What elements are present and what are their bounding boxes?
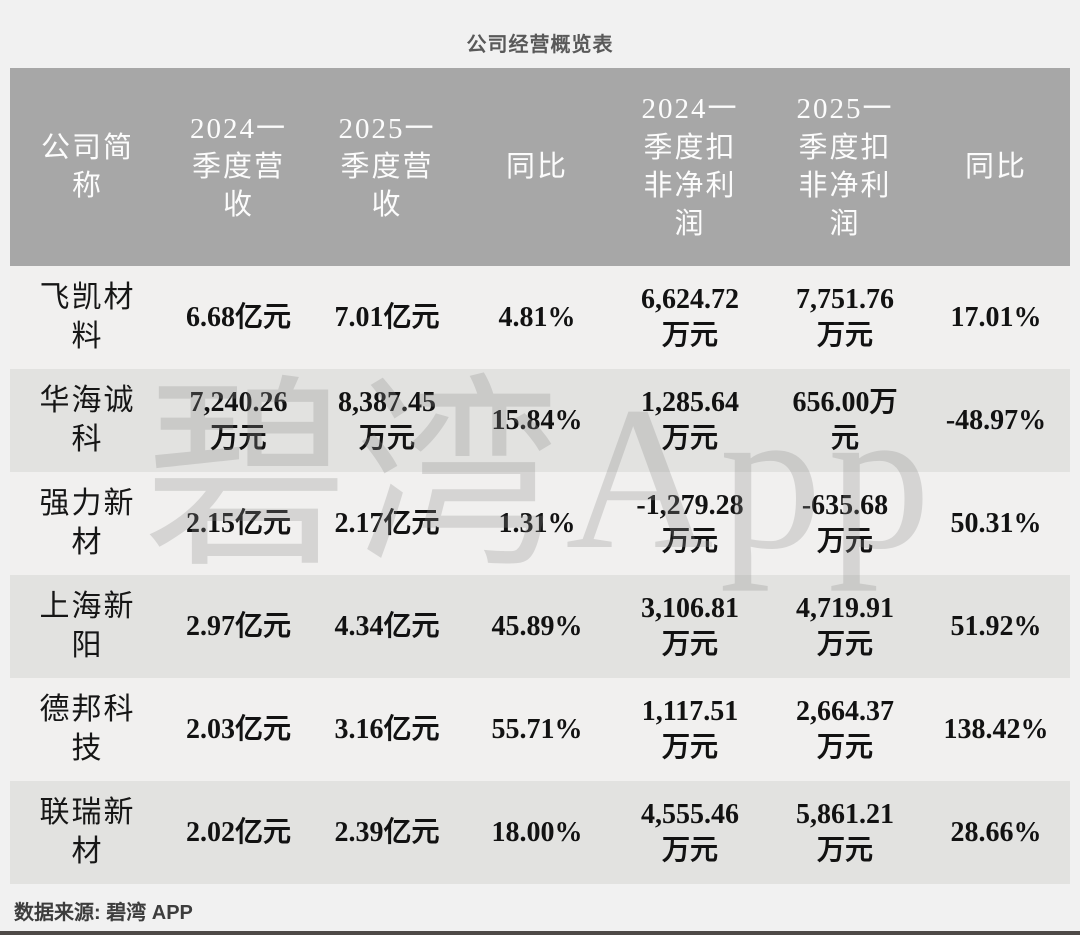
revenue-2025-cell: 7.01亿元 <box>334 301 440 333</box>
revenue-2024-cell: 2.03亿元 <box>185 713 291 745</box>
revenue-2024-cell: 2.97亿元 <box>185 610 291 642</box>
company-name-cell: 联瑞新 材 <box>39 796 136 868</box>
yoy-profit-cell: 51.92% <box>950 610 1042 642</box>
revenue-2025-cell: 4.34亿元 <box>334 610 440 642</box>
table-row: 德邦科 技 2.03亿元 3.16亿元 55.71% 1,117.51 万元 2… <box>10 678 1070 781</box>
yoy-revenue-cell: 1.31% <box>498 507 576 539</box>
col-header-2024-revenue: 2024一 季度营 收 <box>165 68 312 266</box>
revenue-2025-cell: 8,387.45 万元 <box>338 386 436 454</box>
company-name-cell: 德邦科 技 <box>39 693 136 765</box>
revenue-2024-cell: 2.02亿元 <box>185 816 291 848</box>
profit-2025-cell: -635.68 万元 <box>801 489 889 557</box>
col-header-yoy-profit: 同比 <box>922 68 1070 266</box>
profit-2024-cell: 1,117.51 万元 <box>641 695 739 763</box>
bottom-divider <box>0 931 1080 935</box>
yoy-revenue-cell: 18.00% <box>491 816 583 848</box>
col-header-company: 公司简 称 <box>10 68 165 266</box>
table-row: 上海新 阳 2.97亿元 4.34亿元 45.89% 3,106.81 万元 4… <box>10 575 1070 678</box>
revenue-2025-cell: 3.16亿元 <box>334 713 440 745</box>
profit-2024-cell: 6,624.72 万元 <box>641 283 739 351</box>
table-header-row: 公司简 称 2024一 季度营 收 2025一 季度营 收 同比 2024一 季… <box>10 68 1070 266</box>
table-row: 飞凯材 料 6.68亿元 7.01亿元 4.81% 6,624.72 万元 7,… <box>10 266 1070 369</box>
col-header-2025-profit: 2025一 季度扣 非净利 润 <box>768 68 922 266</box>
profit-2025-cell: 656.00万 元 <box>792 386 898 454</box>
profit-2025-cell: 5,861.21 万元 <box>796 798 894 866</box>
overview-table: 公司简 称 2024一 季度营 收 2025一 季度营 收 同比 2024一 季… <box>10 68 1070 884</box>
table-row: 联瑞新 材 2.02亿元 2.39亿元 18.00% 4,555.46 万元 5… <box>10 781 1070 884</box>
yoy-revenue-cell: 4.81% <box>498 301 576 333</box>
yoy-profit-cell: 138.42% <box>943 713 1049 745</box>
yoy-profit-cell: -48.97% <box>945 404 1047 436</box>
col-header-2024-profit: 2024一 季度扣 非净利 润 <box>612 68 768 266</box>
company-name-cell: 飞凯材 料 <box>39 281 136 353</box>
yoy-profit-cell: 50.31% <box>950 507 1042 539</box>
revenue-2025-cell: 2.17亿元 <box>334 507 440 539</box>
table-row: 强力新 材 2.15亿元 2.17亿元 1.31% -1,279.28 万元 -… <box>10 472 1070 575</box>
company-name-cell: 上海新 阳 <box>39 590 136 662</box>
yoy-profit-cell: 28.66% <box>950 816 1042 848</box>
yoy-revenue-cell: 15.84% <box>491 404 583 436</box>
yoy-profit-cell: 17.01% <box>950 301 1042 333</box>
yoy-revenue-cell: 45.89% <box>491 610 583 642</box>
page-title: 公司经营概览表 <box>466 34 614 56</box>
revenue-2024-cell: 7,240.26 万元 <box>189 386 288 454</box>
profit-2025-cell: 7,751.76 万元 <box>796 283 894 351</box>
table-row: 华海诚 科 7,240.26 万元 8,387.45 万元 15.84% 1,2… <box>10 369 1070 472</box>
col-header-2025-revenue: 2025一 季度营 收 <box>312 68 462 266</box>
yoy-revenue-cell: 55.71% <box>491 713 583 745</box>
profit-2024-cell: 1,285.64 万元 <box>641 386 739 454</box>
profit-2025-cell: 2,664.37 万元 <box>796 695 894 763</box>
company-name-cell: 华海诚 科 <box>39 384 136 456</box>
profit-2025-cell: 4,719.91 万元 <box>796 592 894 660</box>
profit-2024-cell: 3,106.81 万元 <box>641 592 739 660</box>
profit-2024-cell: -1,279.28 万元 <box>636 489 744 557</box>
company-name-cell: 强力新 材 <box>39 487 136 559</box>
revenue-2024-cell: 6.68亿元 <box>185 301 291 333</box>
revenue-2025-cell: 2.39亿元 <box>334 816 440 848</box>
col-header-yoy-revenue: 同比 <box>462 68 612 266</box>
profit-2024-cell: 4,555.46 万元 <box>641 798 739 866</box>
revenue-2024-cell: 2.15亿元 <box>185 507 291 539</box>
data-source-label: 数据来源: 碧湾 APP <box>14 902 193 924</box>
